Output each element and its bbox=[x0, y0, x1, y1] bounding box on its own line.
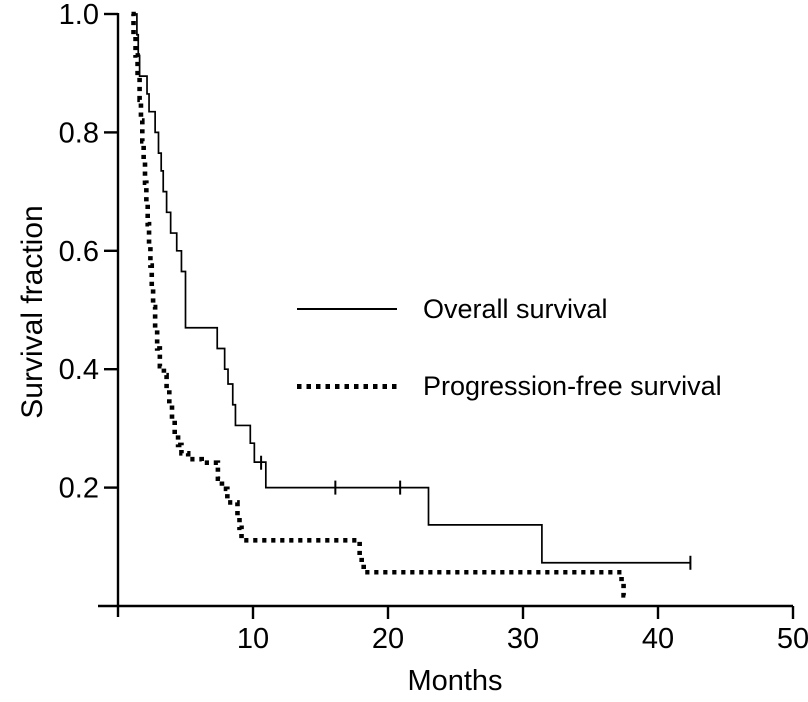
x-tick-label: 20 bbox=[372, 623, 404, 655]
x-tick-label: 30 bbox=[507, 623, 539, 655]
y-tick-label: 1.0 bbox=[59, 0, 99, 31]
y-axis-title: Survival fraction bbox=[16, 205, 49, 419]
x-tick-label: 10 bbox=[237, 623, 269, 655]
x-tick-label: 50 bbox=[777, 623, 808, 655]
y-tick-label: 0.4 bbox=[59, 354, 99, 386]
overall-survival-curve bbox=[132, 13, 691, 564]
x-axis-title: Months bbox=[407, 665, 503, 697]
legend-label-overall-survival: Overall survival bbox=[423, 294, 608, 324]
solid-line-swatch bbox=[297, 308, 397, 310]
progression-free-survival-curve bbox=[131, 11, 626, 598]
x-tick-label: 40 bbox=[642, 623, 674, 655]
y-tick-label: 0.8 bbox=[59, 117, 99, 149]
y-tick-label: 0.2 bbox=[59, 473, 99, 505]
dotted-line-swatch bbox=[297, 384, 401, 389]
legend-label-progression-free-survival: Progression-free survival bbox=[423, 371, 722, 401]
y-tick-label: 0.6 bbox=[59, 236, 99, 268]
